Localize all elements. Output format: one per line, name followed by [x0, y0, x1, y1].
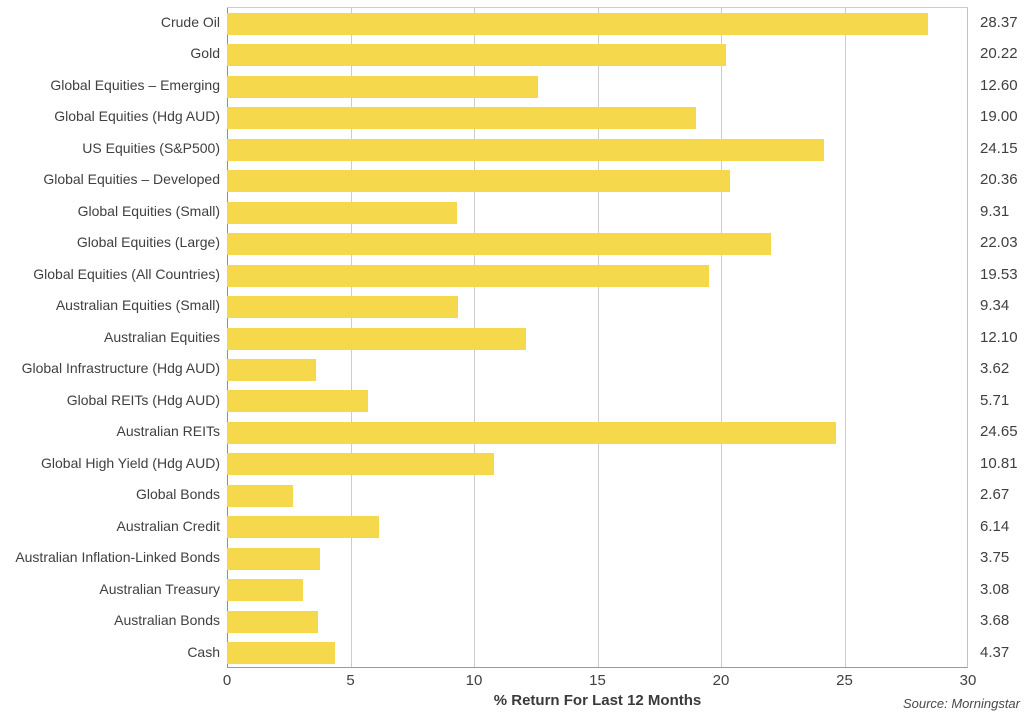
category-label: Australian Equities: [104, 328, 220, 345]
bar: [227, 327, 526, 350]
category-label: Global Equities (All Countries): [33, 265, 220, 282]
category-label: Global Equities (Small): [77, 202, 220, 219]
category-label: Global Equities (Hdg AUD): [54, 108, 220, 125]
category-label: Global Equities – Emerging: [50, 76, 220, 93]
value-label: 20.22: [980, 45, 1018, 63]
x-tick-label: 25: [836, 672, 853, 689]
value-label: 3.75: [980, 549, 1010, 567]
bar: [227, 484, 293, 507]
category-label: Australian Credit: [116, 517, 221, 534]
value-label: 6.14: [980, 517, 1010, 535]
bar: [227, 358, 317, 381]
category-label: Australian REITs: [116, 423, 220, 440]
value-label: 12.60: [980, 76, 1018, 94]
value-label: 3.08: [980, 580, 1010, 598]
bar: [227, 75, 539, 98]
category-label: Global Bonds: [135, 486, 220, 503]
value-label: 19.53: [980, 265, 1018, 283]
value-label: 19.00: [980, 108, 1018, 126]
bar: [227, 296, 458, 319]
bar: [227, 547, 320, 570]
source-note: Source: Morningstar: [902, 696, 1020, 711]
bar: [227, 453, 494, 476]
x-tick-label: 5: [346, 672, 355, 689]
bar: [227, 421, 836, 444]
bar: [227, 201, 457, 224]
category-label: Global REITs (Hdg AUD): [66, 391, 220, 408]
category-label: Gold: [190, 45, 220, 62]
value-label: 24.65: [980, 423, 1018, 441]
category-label: Australian Bonds: [114, 612, 220, 629]
bar: [227, 233, 772, 256]
bar: [227, 138, 824, 161]
x-tick-label: 15: [589, 672, 606, 689]
value-label: 20.36: [980, 171, 1018, 189]
value-label: 28.37: [980, 14, 1018, 31]
value-label: 22.03: [980, 234, 1018, 252]
bar: [227, 579, 304, 602]
category-label: US Equities (S&P500): [82, 139, 220, 156]
value-label: 2.67: [980, 486, 1010, 504]
value-label: 5.71: [980, 391, 1010, 409]
bar: [227, 610, 318, 633]
bar: [227, 12, 928, 35]
bar: [227, 516, 379, 539]
value-label: 24.15: [980, 139, 1018, 157]
bar: [227, 107, 697, 130]
x-tick-label: 20: [712, 672, 730, 689]
bar: [227, 642, 335, 665]
bar: [227, 44, 727, 67]
bar: [227, 170, 730, 193]
gridline-15: [597, 8, 599, 667]
bar: [227, 390, 369, 413]
value-label: 3.68: [980, 612, 1010, 630]
x-axis-title: % Return For Last 12 Months: [493, 692, 702, 709]
category-label: Global Equities (Large): [76, 234, 220, 251]
value-label: 9.31: [980, 202, 1010, 220]
x-tick-label: 30: [959, 672, 977, 689]
gridline-25: [844, 8, 846, 667]
category-label: Australian Equities (Small): [55, 297, 220, 314]
category-label: Global Infrastructure (Hdg AUD): [21, 360, 220, 377]
category-label: Global Equities – Developed: [43, 171, 220, 188]
category-label: Australian Treasury: [99, 580, 220, 597]
category-label: Australian Inflation-Linked Bonds: [15, 549, 220, 566]
gridline-20: [721, 8, 722, 667]
category-label: Crude Oil: [160, 14, 220, 30]
x-tick-label: 0: [222, 672, 232, 689]
value-label: 3.62: [980, 360, 1010, 378]
x-tick-label: 10: [465, 672, 483, 689]
value-label: 9.34: [980, 297, 1010, 315]
bar: [227, 264, 710, 287]
value-label: 12.10: [980, 328, 1018, 346]
value-label: 10.81: [980, 454, 1018, 472]
category-label: Global High Yield (Hdg AUD): [41, 454, 220, 471]
category-label: Cash: [187, 643, 220, 660]
value-label: 4.37: [980, 643, 1010, 661]
plot-area: [227, 7, 968, 668]
